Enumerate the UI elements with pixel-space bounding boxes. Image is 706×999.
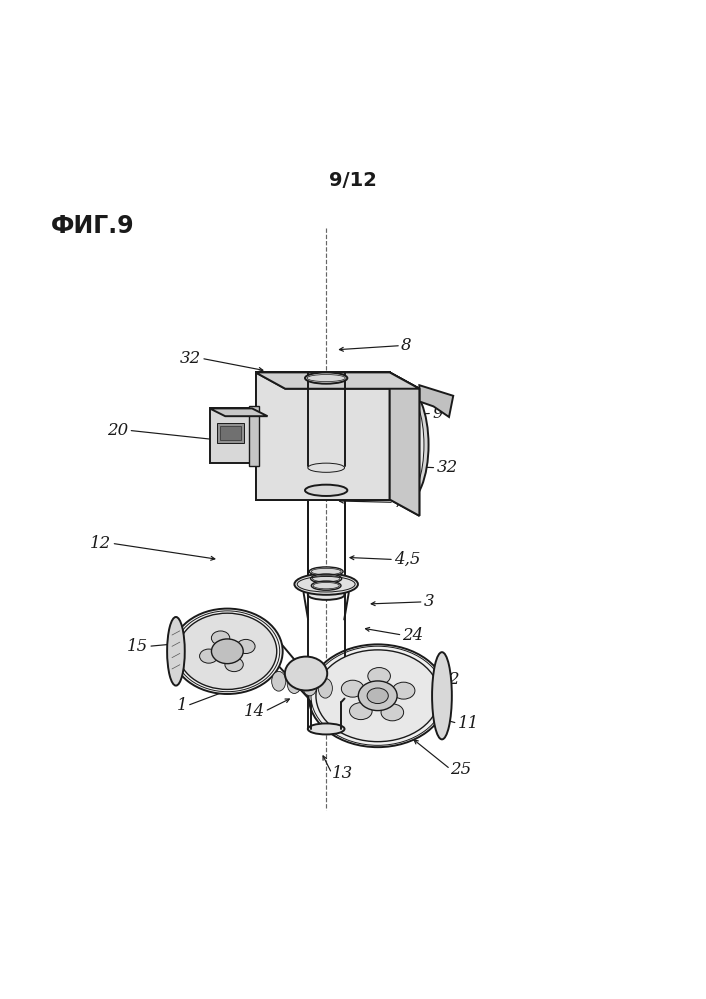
Polygon shape [210, 409, 252, 464]
Bar [220, 427, 241, 441]
Text: 15: 15 [127, 637, 148, 655]
Text: 20: 20 [107, 422, 128, 439]
Ellipse shape [308, 589, 345, 599]
Ellipse shape [393, 682, 415, 699]
Ellipse shape [367, 688, 388, 703]
Text: 9/12: 9/12 [329, 171, 377, 190]
Ellipse shape [311, 581, 341, 590]
Text: 25: 25 [450, 760, 472, 777]
Text: 9: 9 [432, 405, 443, 422]
Text: 32: 32 [180, 350, 201, 367]
Ellipse shape [172, 608, 282, 694]
Ellipse shape [385, 391, 424, 499]
Ellipse shape [342, 680, 364, 697]
Text: 12: 12 [90, 534, 112, 551]
Text: 24: 24 [402, 626, 424, 643]
Ellipse shape [287, 673, 301, 693]
Ellipse shape [225, 657, 244, 671]
Ellipse shape [305, 485, 347, 496]
Text: 4,5: 4,5 [394, 551, 421, 568]
Ellipse shape [200, 649, 218, 663]
Ellipse shape [303, 676, 317, 695]
Ellipse shape [237, 639, 255, 653]
Ellipse shape [359, 681, 397, 710]
Text: 11: 11 [457, 715, 479, 732]
Ellipse shape [318, 678, 333, 698]
Ellipse shape [309, 644, 447, 747]
Bar [217, 424, 244, 443]
Text: ФИГ.9: ФИГ.9 [51, 214, 134, 238]
Polygon shape [256, 373, 390, 500]
Ellipse shape [311, 574, 342, 583]
Ellipse shape [432, 652, 452, 739]
Ellipse shape [368, 667, 390, 684]
Text: 32: 32 [436, 460, 457, 477]
Ellipse shape [272, 671, 286, 691]
Text: 1: 1 [176, 697, 187, 714]
Polygon shape [390, 373, 419, 515]
Polygon shape [256, 373, 419, 389]
Text: 2: 2 [448, 671, 459, 688]
Ellipse shape [308, 723, 345, 734]
Ellipse shape [381, 386, 429, 503]
Polygon shape [256, 373, 419, 389]
Ellipse shape [349, 702, 372, 719]
Ellipse shape [309, 566, 343, 576]
Text: 7: 7 [394, 494, 405, 510]
Ellipse shape [178, 613, 277, 689]
Polygon shape [390, 373, 419, 515]
Ellipse shape [167, 617, 185, 685]
Ellipse shape [294, 573, 358, 594]
Polygon shape [419, 386, 453, 417]
Ellipse shape [211, 631, 229, 645]
Text: 14: 14 [244, 703, 265, 720]
Ellipse shape [212, 639, 243, 663]
Polygon shape [256, 373, 390, 500]
Text: 8: 8 [401, 337, 412, 354]
Polygon shape [210, 409, 268, 417]
Ellipse shape [305, 373, 347, 384]
Polygon shape [249, 407, 259, 466]
Text: 3: 3 [424, 593, 434, 610]
Ellipse shape [381, 704, 404, 721]
Ellipse shape [285, 656, 328, 690]
Ellipse shape [316, 650, 440, 741]
Text: 13: 13 [332, 765, 353, 782]
